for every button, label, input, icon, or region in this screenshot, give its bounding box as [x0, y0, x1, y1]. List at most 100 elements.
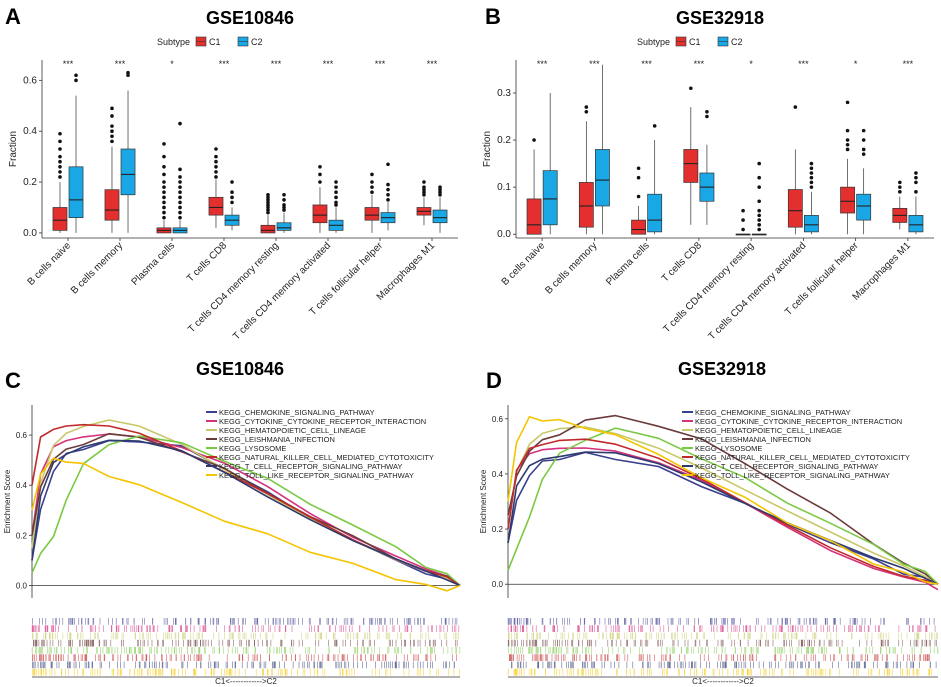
box-iqr — [68, 166, 84, 219]
chart-title: GSE10846 — [206, 8, 294, 28]
x-tick-label: T cells CD4 memory resting — [186, 240, 281, 335]
y-tick-label: 0.1 — [497, 182, 511, 193]
outlier-point — [914, 171, 918, 175]
outlier-point — [422, 190, 426, 195]
outlier-point — [809, 185, 814, 189]
y-tick-label: 0.4 — [16, 481, 28, 490]
outlier-point — [214, 175, 218, 179]
outlier-point — [266, 208, 270, 212]
x-tick-label: B cells naive — [500, 240, 548, 288]
outlier-point — [58, 159, 62, 164]
outlier-point — [334, 180, 338, 184]
hit-ticks — [511, 661, 937, 669]
outlier-point — [162, 142, 166, 146]
es-line — [507, 451, 939, 585]
outlier-point — [282, 192, 286, 197]
outlier-point — [214, 147, 218, 151]
box-C2 — [120, 70, 136, 233]
hit-rug — [507, 618, 939, 676]
category-group: *** Macrophages M1 — [851, 59, 924, 303]
outlier-point — [58, 175, 62, 179]
outlier-point — [162, 165, 166, 169]
hit-ticks — [32, 661, 455, 669]
outlier-point — [162, 180, 166, 184]
outlier-point — [178, 210, 182, 215]
outlier-point — [282, 203, 286, 207]
hit-ticks — [32, 618, 458, 625]
outlier-point — [58, 147, 62, 151]
outlier-point — [162, 195, 166, 200]
outlier-point — [845, 100, 850, 105]
outlier-point — [438, 187, 442, 192]
outlier-point — [214, 154, 218, 159]
hit-ticks — [508, 632, 938, 640]
es-line — [507, 451, 939, 585]
box-C2 — [804, 161, 819, 235]
box-iqr — [683, 149, 699, 183]
box-iqr — [276, 222, 292, 231]
significance-label: *** — [694, 59, 705, 69]
outlier-point — [898, 185, 902, 189]
panel-label: B — [485, 4, 501, 29]
outlier-point — [318, 165, 322, 169]
box-C2 — [224, 180, 240, 231]
outlier-point — [266, 198, 270, 202]
outlier-point — [58, 139, 62, 144]
outlier-point — [898, 190, 902, 194]
box-C2 — [647, 124, 663, 235]
hit-ticks — [31, 647, 461, 654]
box-C2 — [276, 192, 292, 233]
outlier-point — [58, 131, 62, 136]
outlier-point — [266, 210, 270, 215]
outlier-point — [266, 203, 270, 207]
es-line — [31, 457, 461, 592]
box-C2 — [68, 73, 84, 233]
outlier-point — [110, 114, 114, 118]
outlier-point — [422, 192, 426, 197]
y-tick-label: 0.2 — [16, 531, 28, 540]
outlier-point — [266, 192, 270, 197]
outlier-point — [318, 172, 322, 177]
legend-title: Subtype — [637, 37, 670, 47]
outlier-point — [809, 161, 814, 166]
outlier-point — [334, 195, 338, 200]
box-iqr — [312, 204, 328, 224]
box-C1 — [735, 208, 751, 236]
box-C2 — [380, 162, 396, 231]
box-C2 — [751, 161, 767, 236]
significance-label: *** — [589, 59, 600, 69]
outlier-point — [636, 166, 641, 171]
outlier-point — [334, 190, 338, 195]
es-line — [507, 427, 939, 585]
panel-label: A — [5, 4, 21, 29]
box-C2 — [172, 121, 188, 234]
outlier-point — [386, 198, 390, 202]
box-iqr — [526, 198, 542, 235]
y-tick-label: 0.0 — [23, 228, 37, 239]
box-C1 — [156, 142, 172, 234]
outlier-point — [845, 147, 850, 152]
box-C2 — [908, 171, 924, 235]
outlier-point — [386, 192, 390, 197]
box-C1 — [104, 106, 120, 233]
outlier-point — [757, 213, 761, 218]
es-line — [31, 435, 461, 587]
outlier-point — [162, 185, 166, 189]
outlier-point — [74, 73, 78, 78]
legend-entry: KEGG_TOLL_LIKE_RECEPTOR_SIGNALING_PATHWA… — [695, 471, 890, 480]
legend-entry: KEGG_HEMATOPOIETIC_CELL_LINEAGE — [695, 426, 842, 435]
outlier-point — [334, 200, 338, 205]
y-tick-label: 0.2 — [23, 177, 37, 188]
outlier-point — [741, 227, 745, 232]
box-C1 — [683, 86, 699, 225]
legend-entry: KEGG_CYTOKINE_CYTOKINE_RECEPTOR_INTERACT… — [695, 417, 902, 426]
outlier-point — [110, 129, 114, 133]
category-group: ***T cells follicular helper — [308, 59, 396, 318]
outlier-point — [162, 172, 166, 177]
outlier-point — [162, 210, 166, 215]
es-line — [507, 438, 939, 585]
outlier-point — [861, 147, 866, 152]
box-iqr — [787, 189, 803, 228]
y-axis-label: Fraction — [482, 131, 493, 167]
box-iqr — [120, 148, 136, 196]
